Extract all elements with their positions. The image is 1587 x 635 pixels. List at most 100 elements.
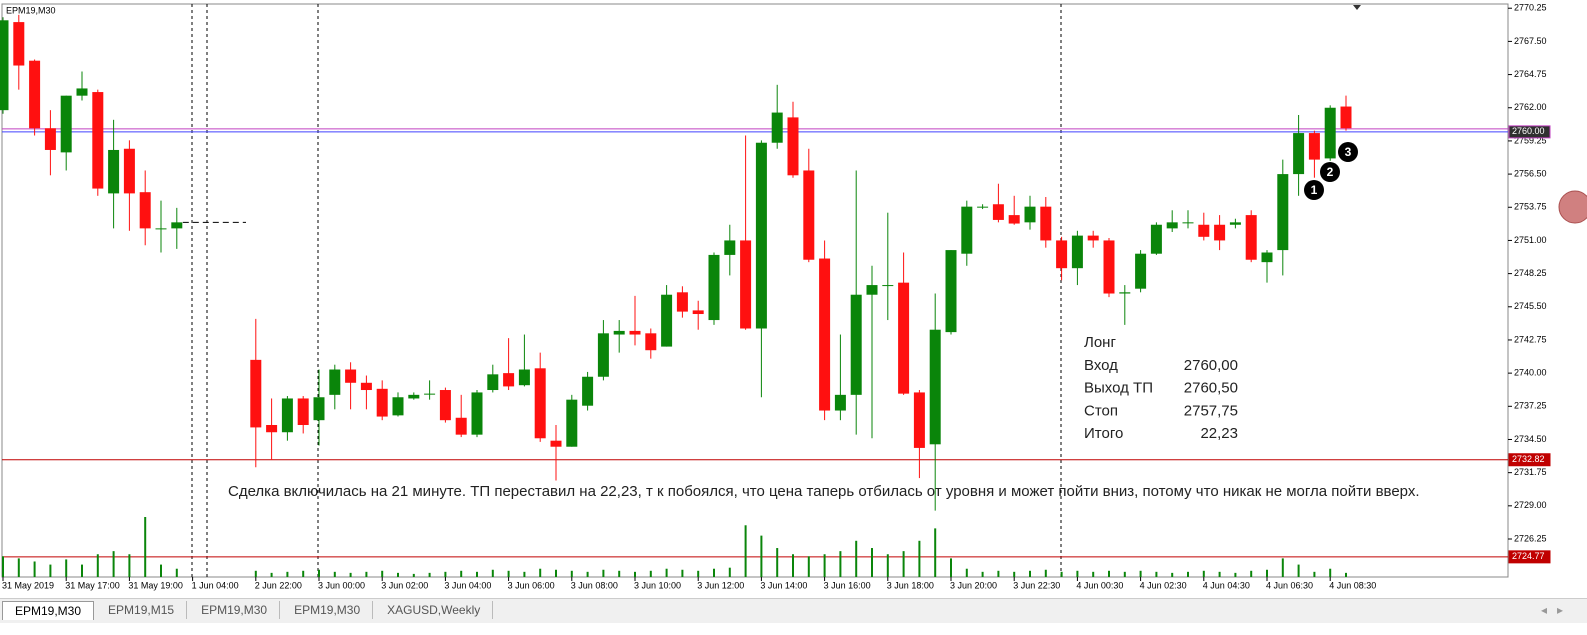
candle-body xyxy=(550,440,562,447)
candle-body xyxy=(108,149,120,194)
chart-tab[interactable]: EPM19,M30 xyxy=(189,601,281,619)
candle-body xyxy=(1324,107,1336,159)
candle-body xyxy=(329,369,341,395)
candle-body xyxy=(1245,215,1257,260)
x-tick-label: 3 Jun 10:00 xyxy=(634,580,681,590)
candle-body xyxy=(1071,235,1083,269)
y-tick-label: 2748.25 xyxy=(1514,268,1547,278)
tab-bar: ◂ ▸ EPM19,M30 EPM19,M15 EPM19,M30 EPM19,M30… xyxy=(0,598,1587,623)
marker-label: 2 xyxy=(1327,165,1334,179)
chart: EPM19,M30 Лонг Вход 2760,00 Выход ТП 2760,50… xyxy=(0,3,1587,590)
candle-body xyxy=(313,397,325,421)
candle-body xyxy=(408,394,420,399)
chart-tab[interactable]: EPM19,M30 xyxy=(2,601,95,620)
x-tick-label: 31 May 2019 xyxy=(2,580,54,590)
trade-info: Лонг Вход 2760,00 Выход ТП 2760,50 Стоп 2757,7… xyxy=(1084,334,1238,442)
candle-body xyxy=(582,376,594,406)
candle-body xyxy=(360,382,372,391)
candle-body xyxy=(345,369,357,383)
candle-body xyxy=(139,192,151,229)
shift-marker xyxy=(1353,5,1361,10)
candle-body xyxy=(882,285,894,287)
info-label: Выход ТП xyxy=(1084,380,1153,397)
info-value: 22,23 xyxy=(1200,425,1238,442)
candle-body xyxy=(518,369,530,386)
info-label: Вход xyxy=(1084,357,1118,374)
candle-body xyxy=(376,388,388,417)
x-tick-label: 3 Jun 08:00 xyxy=(571,580,618,590)
note: Сделка включилась на 21 минуте. ТП перес… xyxy=(228,483,1420,500)
candle-body xyxy=(1103,240,1115,294)
candle-body xyxy=(123,148,135,194)
chart-tab[interactable]: EPM19,M15 xyxy=(96,601,188,619)
candle-body xyxy=(613,330,625,335)
x-tick-label: 3 Jun 12:00 xyxy=(697,580,744,590)
candle-body xyxy=(645,333,657,351)
x-tick-label: 31 May 19:00 xyxy=(128,580,183,590)
candle-body xyxy=(961,206,973,254)
chart-tab[interactable]: XAGUSD,Weekly xyxy=(375,601,494,619)
candle-body xyxy=(92,92,104,189)
level-box xyxy=(1508,550,1551,564)
candle-body xyxy=(771,112,783,143)
candle-body xyxy=(724,240,736,255)
candle-body xyxy=(76,88,88,96)
x-tick-label: 3 Jun 00:00 xyxy=(318,580,365,590)
candle-body xyxy=(297,398,309,426)
level-box xyxy=(1508,453,1551,467)
candle-body xyxy=(692,310,704,315)
scroll-left[interactable]: ◂ xyxy=(1540,603,1547,617)
candle-body xyxy=(155,228,167,230)
candle-body xyxy=(29,60,41,129)
candle-body xyxy=(1008,215,1020,224)
candle-body xyxy=(455,417,467,435)
info-title: Лонг xyxy=(1084,334,1116,351)
candle-body xyxy=(1198,224,1210,237)
x-tick-label: 4 Jun 02:30 xyxy=(1140,580,1187,590)
candle-body xyxy=(929,329,941,445)
x-tick-label: 3 Jun 18:00 xyxy=(887,580,934,590)
candle-body xyxy=(708,254,720,321)
x-tick-label: 4 Jun 08:30 xyxy=(1329,580,1376,590)
marker-label: 1 xyxy=(1311,183,1318,197)
info-value: 2760,00 xyxy=(1184,357,1238,374)
candle-body xyxy=(1308,133,1320,160)
scroll-right[interactable]: ▸ xyxy=(1556,603,1563,617)
y-tick-label: 2726.25 xyxy=(1514,533,1547,543)
y-tick-label: 2751.00 xyxy=(1514,235,1547,245)
y-tick-label: 2759.25 xyxy=(1514,135,1547,145)
candle-body xyxy=(1214,224,1226,241)
candle-body xyxy=(1166,222,1178,229)
y-tick-label: 2734.50 xyxy=(1514,434,1547,444)
level-label: 2724.77 xyxy=(1512,551,1545,561)
candle-body xyxy=(1040,206,1052,241)
info-value: 2757,75 xyxy=(1184,402,1238,419)
y-tick-label: 2753.75 xyxy=(1514,202,1547,212)
info-label: Стоп xyxy=(1084,402,1118,419)
x-tick-label: 2 Jun 22:00 xyxy=(255,580,302,590)
x-tick-label: 1 Jun 04:00 xyxy=(192,580,239,590)
candle-body xyxy=(913,392,925,448)
side-button[interactable] xyxy=(1558,190,1587,224)
marker-dot xyxy=(1338,142,1358,162)
candle-body xyxy=(471,392,483,435)
candle-body xyxy=(992,204,1004,220)
marker-dot xyxy=(1304,180,1324,200)
candle-body xyxy=(566,399,578,447)
x-tick-label: 3 Jun 04:00 xyxy=(444,580,491,590)
candle-body xyxy=(1150,224,1162,254)
candle-body xyxy=(1087,235,1099,241)
candle-body xyxy=(1293,133,1305,175)
x-tick-label: 3 Jun 16:00 xyxy=(824,580,871,590)
marker-dot xyxy=(1320,162,1340,182)
chart-tab[interactable]: EPM19,M30 xyxy=(282,601,374,619)
candle-body xyxy=(266,425,278,433)
y-tick-label: 2729.00 xyxy=(1514,500,1547,510)
y-tick-label: 2742.75 xyxy=(1514,334,1547,344)
candle-body xyxy=(424,393,436,395)
candle-body xyxy=(171,222,183,229)
candle-body xyxy=(1182,222,1194,224)
candle-body xyxy=(1277,174,1289,251)
candle-body xyxy=(250,359,262,428)
candle-body xyxy=(787,117,799,176)
